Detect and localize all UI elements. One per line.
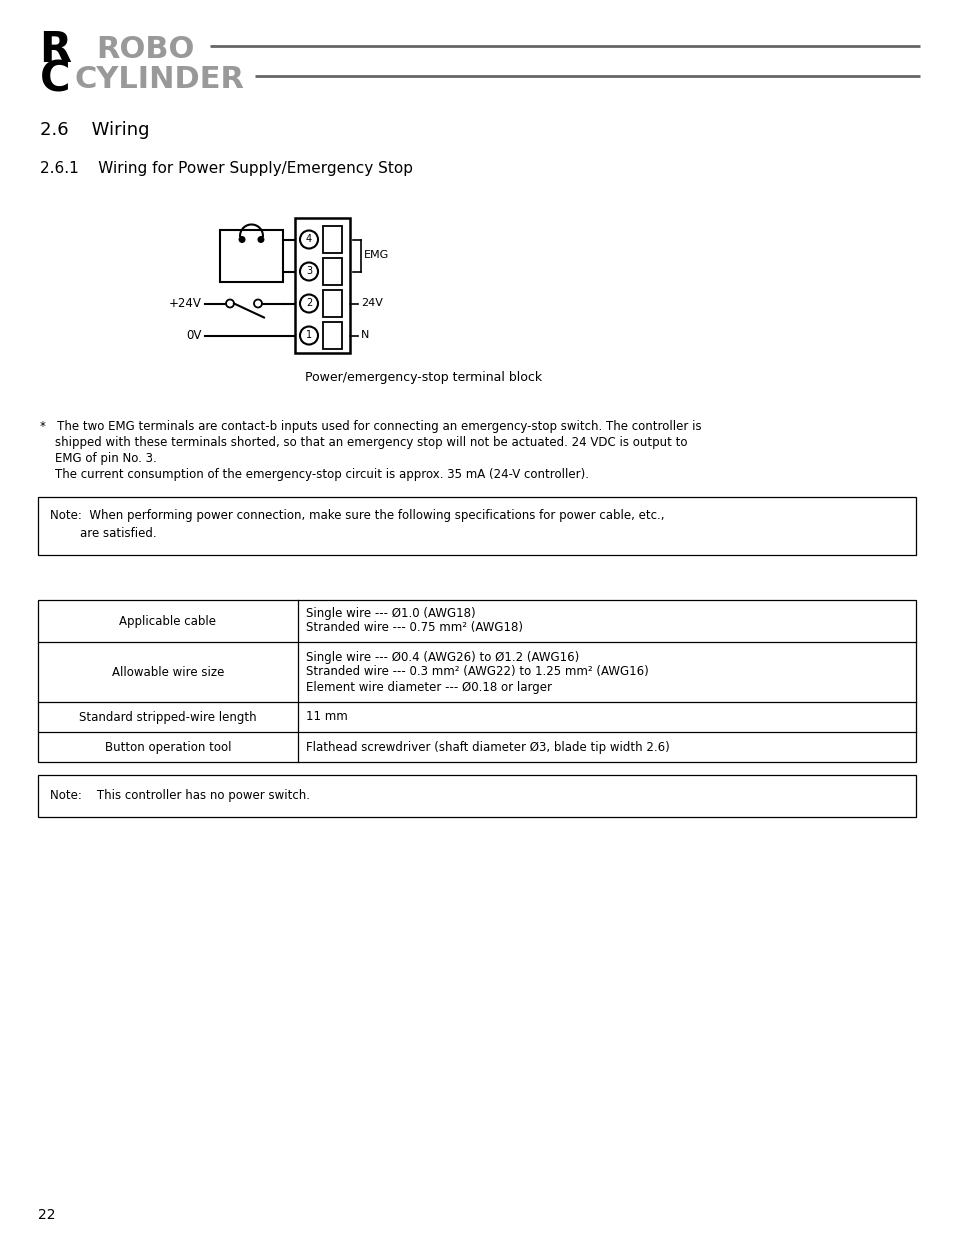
Text: 0V: 0V xyxy=(187,329,202,342)
Text: 24V: 24V xyxy=(360,299,382,309)
Text: The current consumption of the emergency-stop circuit is approx. 35 mA (24-V con: The current consumption of the emergency… xyxy=(40,468,588,480)
Circle shape xyxy=(299,294,317,312)
Bar xyxy=(38,600,915,762)
Text: 2.6    Wiring: 2.6 Wiring xyxy=(40,121,150,140)
Bar xyxy=(38,496,915,555)
Text: 2.6.1    Wiring for Power Supply/Emergency Stop: 2.6.1 Wiring for Power Supply/Emergency … xyxy=(40,161,413,175)
Text: 11 mm: 11 mm xyxy=(306,710,348,724)
Text: Stranded wire --- 0.75 mm² (AWG18): Stranded wire --- 0.75 mm² (AWG18) xyxy=(306,621,522,635)
Text: Note:    This controller has no power switch.: Note: This controller has no power switc… xyxy=(50,789,310,803)
Text: ROBO: ROBO xyxy=(95,36,194,64)
Text: shipped with these terminals shorted, so that an emergency stop will not be actu: shipped with these terminals shorted, so… xyxy=(40,436,687,450)
Text: CYLINDER: CYLINDER xyxy=(75,65,245,95)
Text: Note:  When performing power connection, make sure the following specifications : Note: When performing power connection, … xyxy=(50,509,664,522)
Bar xyxy=(323,290,341,317)
Text: Single wire --- Ø1.0 (AWG18): Single wire --- Ø1.0 (AWG18) xyxy=(306,608,476,620)
Text: EMG of pin No. 3.: EMG of pin No. 3. xyxy=(40,452,156,466)
Text: EMG: EMG xyxy=(364,251,389,261)
Text: C: C xyxy=(40,59,71,101)
Circle shape xyxy=(238,236,245,243)
Text: Flathead screwdriver (shaft diameter Ø3, blade tip width 2.6): Flathead screwdriver (shaft diameter Ø3,… xyxy=(306,741,669,753)
Bar xyxy=(323,226,341,253)
Circle shape xyxy=(299,263,317,280)
Bar xyxy=(294,219,350,353)
Text: Single wire --- Ø0.4 (AWG26) to Ø1.2 (AWG16): Single wire --- Ø0.4 (AWG26) to Ø1.2 (AW… xyxy=(306,651,578,663)
Text: 4: 4 xyxy=(306,235,312,245)
Text: Allowable wire size: Allowable wire size xyxy=(112,666,224,678)
Bar xyxy=(323,322,341,350)
Circle shape xyxy=(257,236,264,243)
Text: are satisfied.: are satisfied. xyxy=(50,527,156,540)
Text: Standard stripped-wire length: Standard stripped-wire length xyxy=(79,710,256,724)
Circle shape xyxy=(299,326,317,345)
Text: 2: 2 xyxy=(306,299,312,309)
Text: Element wire diameter --- Ø0.18 or larger: Element wire diameter --- Ø0.18 or large… xyxy=(306,680,552,694)
Bar xyxy=(220,230,283,282)
Text: Power/emergency-stop terminal block: Power/emergency-stop terminal block xyxy=(305,372,541,384)
Text: 22: 22 xyxy=(38,1208,55,1221)
Text: Stranded wire --- 0.3 mm² (AWG22) to 1.25 mm² (AWG16): Stranded wire --- 0.3 mm² (AWG22) to 1.2… xyxy=(306,666,648,678)
Text: N: N xyxy=(360,331,369,341)
Text: R: R xyxy=(39,28,71,70)
Bar xyxy=(38,776,915,818)
Text: 3: 3 xyxy=(306,267,312,277)
Text: Applicable cable: Applicable cable xyxy=(119,615,216,627)
Text: 1: 1 xyxy=(306,331,312,341)
Circle shape xyxy=(299,231,317,248)
Text: +24V: +24V xyxy=(169,296,202,310)
Text: Button operation tool: Button operation tool xyxy=(105,741,231,753)
Bar xyxy=(323,258,341,285)
Text: *   The two EMG terminals are contact-b inputs used for connecting an emergency-: * The two EMG terminals are contact-b in… xyxy=(40,420,700,433)
